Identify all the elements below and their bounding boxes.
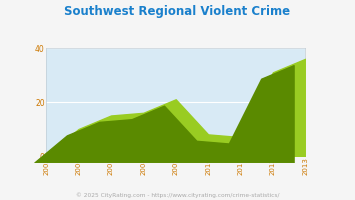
Text: © 2025 CityRating.com - https://www.cityrating.com/crime-statistics/: © 2025 CityRating.com - https://www.city… <box>76 192 279 198</box>
Text: Southwest Regional Violent Crime: Southwest Regional Violent Crime <box>65 5 290 18</box>
